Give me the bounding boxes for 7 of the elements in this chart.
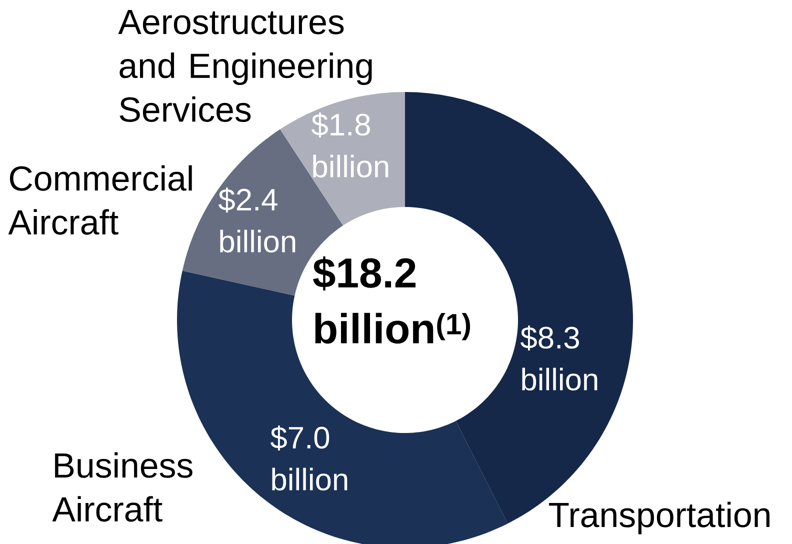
data-label: $8.3 billion (520, 325, 598, 390)
data-label: $2.4 billion (218, 187, 296, 252)
slice-label: Business Aircraft (52, 452, 192, 522)
data-label: $7.0 billion (270, 426, 348, 490)
text: $18.2 billion$^{(1)}$ (313, 256, 470, 344)
slice-label: Commercial Aircraft (8, 165, 192, 235)
slice-label: Transportation (548, 502, 770, 534)
